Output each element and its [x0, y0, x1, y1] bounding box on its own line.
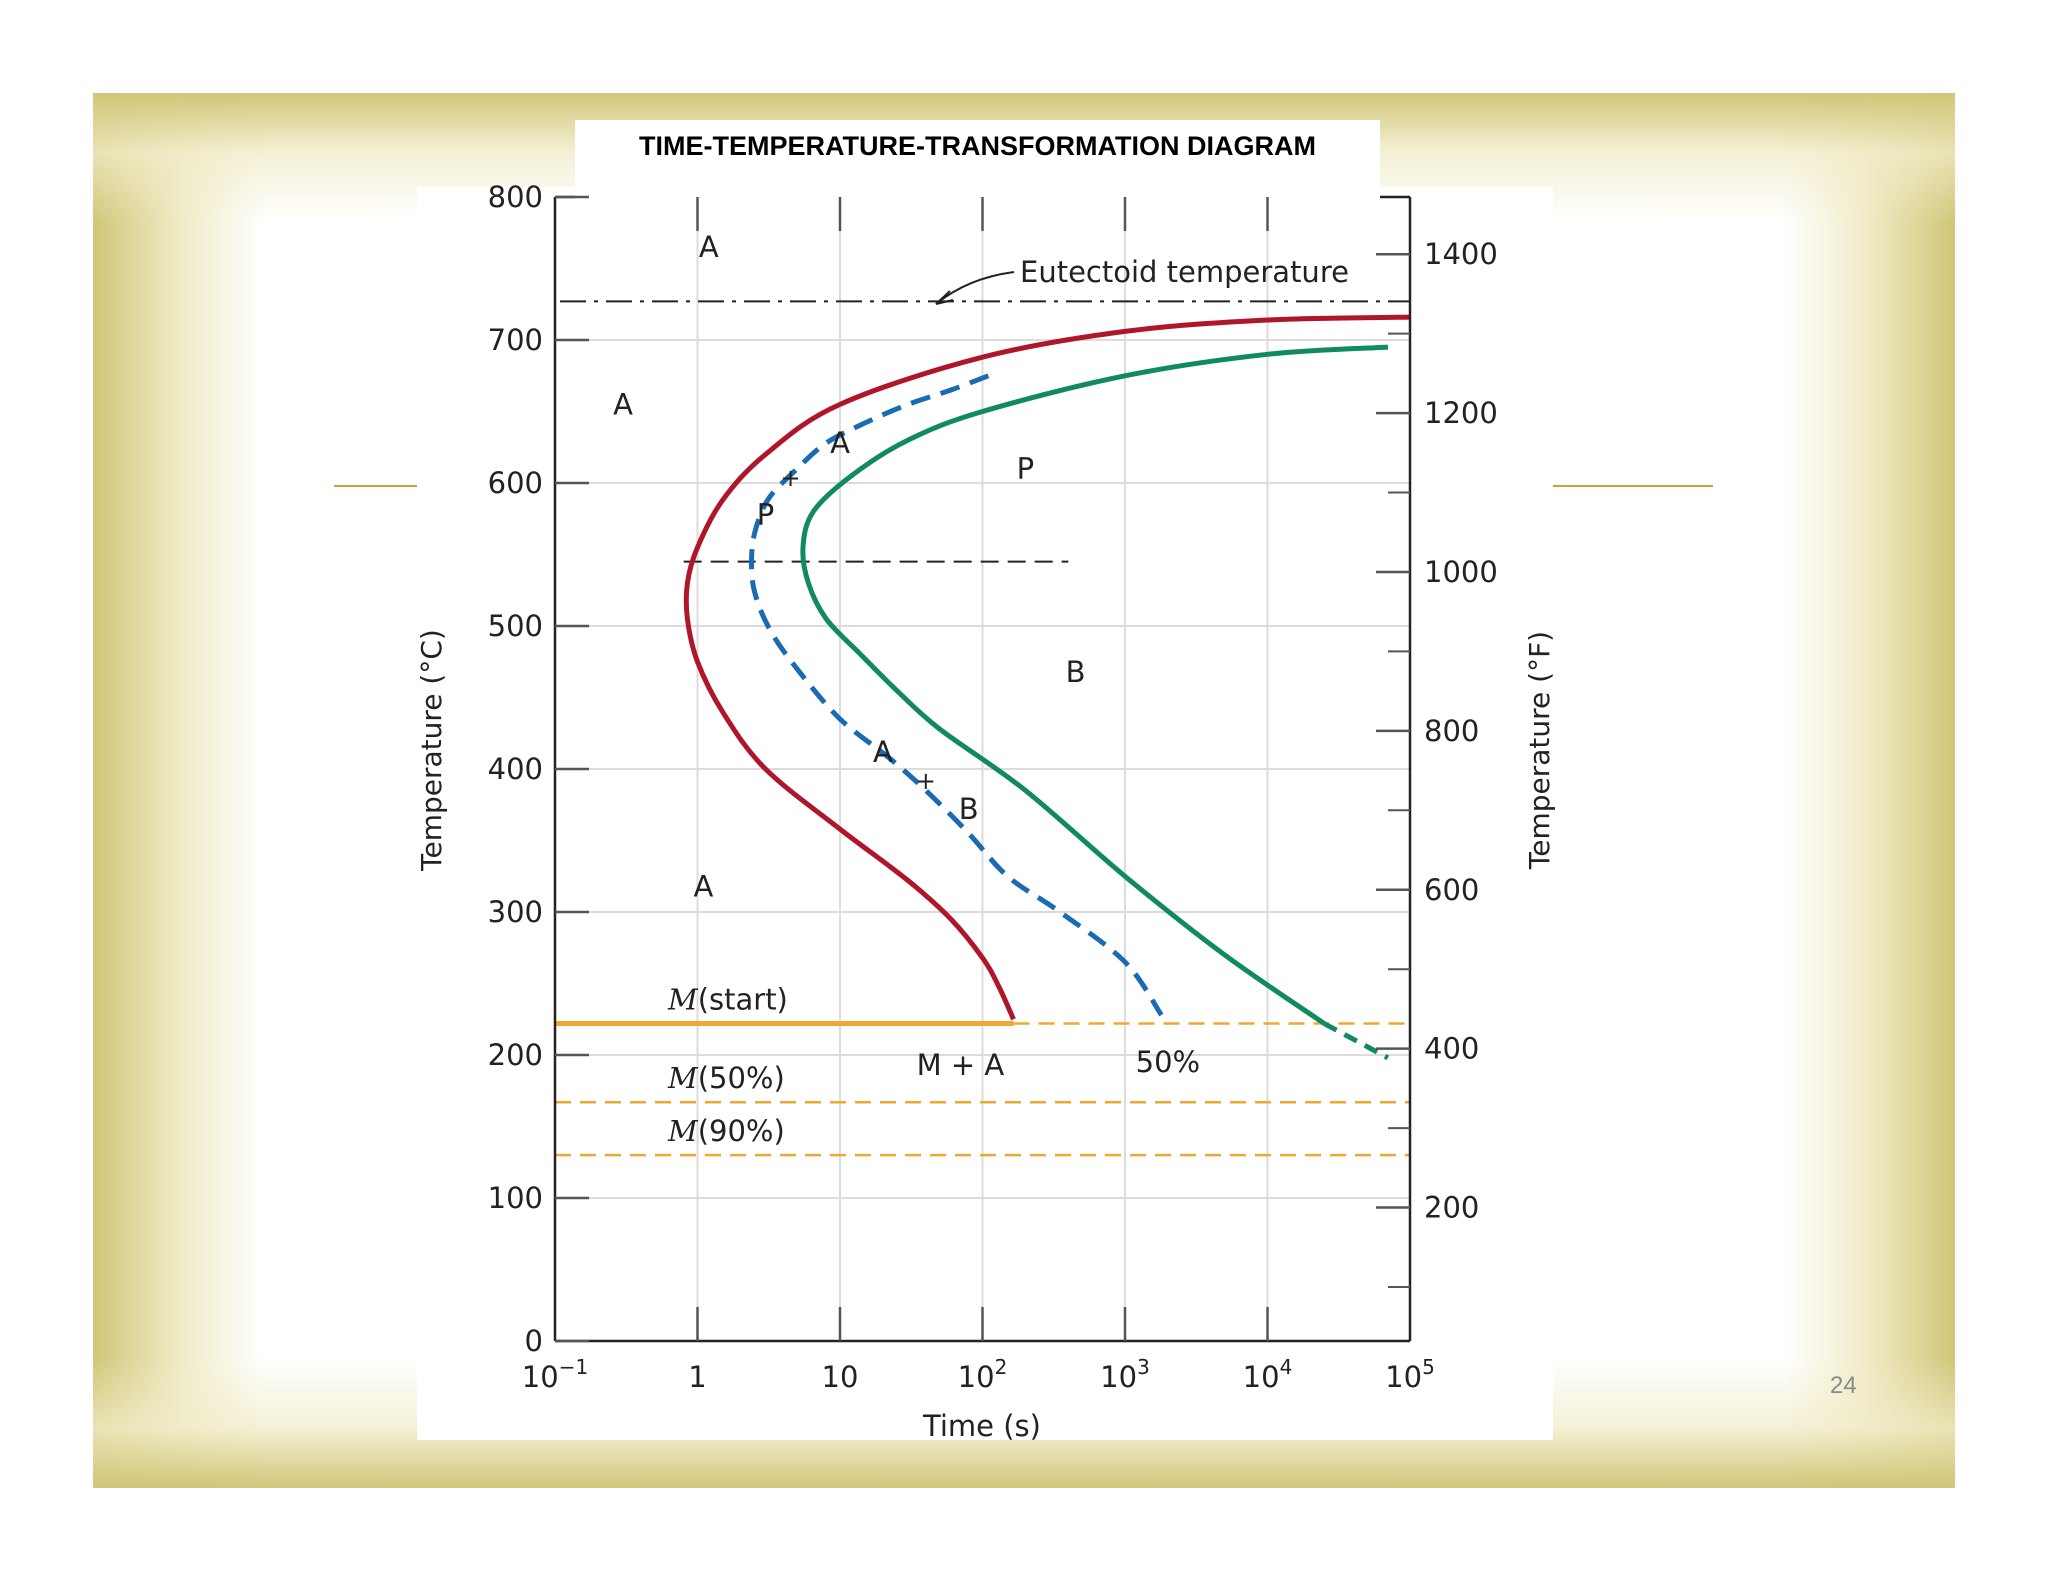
slide-number: 24	[1830, 1372, 1857, 1399]
curve-end-dashed-tail	[1323, 1021, 1390, 1061]
reference-lines	[555, 300, 1410, 1157]
x-tick-label: 105	[1385, 1355, 1435, 1394]
martensite-label-0: M(start)	[667, 983, 788, 1017]
y-tick-label: 600	[488, 466, 543, 500]
annotation: 50%	[1136, 1045, 1200, 1079]
x-tick-label: 104	[1243, 1355, 1293, 1394]
y2-tick-label: 200	[1424, 1191, 1479, 1225]
annotation: A	[873, 735, 893, 769]
annotation: P	[757, 497, 775, 531]
figure-panel	[417, 187, 1553, 1440]
eutectoid-label: Eutectoid temperature	[1020, 255, 1349, 289]
eutectoid-arrow	[935, 271, 1015, 305]
curve-start	[683, 314, 1411, 1021]
y-tick-label: 200	[488, 1038, 543, 1072]
x-tick-label: 10	[822, 1360, 859, 1394]
martensite-label-2: M(90%)	[667, 1114, 785, 1148]
x-tick-label: 103	[1100, 1355, 1150, 1394]
y-tick-label: 100	[488, 1181, 543, 1215]
y-tick-label: 800	[488, 180, 543, 214]
eutectoid-arrowhead	[935, 290, 954, 305]
martensite-label-1: M(50%)	[667, 1061, 785, 1095]
y-tick-label: 0	[525, 1324, 543, 1358]
annotation: A	[830, 426, 850, 460]
y2-tick-label: 1400	[1424, 237, 1498, 271]
y-tick-label: 500	[488, 609, 543, 643]
axes	[553, 195, 1412, 1343]
x-axis-title: Time (s)	[922, 1409, 1041, 1443]
y2-tick-label: 600	[1424, 873, 1479, 907]
grid	[555, 197, 1410, 1341]
x-tick-label: 102	[958, 1355, 1008, 1394]
annotation: B	[959, 792, 979, 826]
annotation: +	[916, 767, 936, 795]
y-tick-label: 400	[488, 752, 543, 786]
annotation: A	[693, 869, 713, 903]
x-tick-label: 10−1	[522, 1355, 588, 1394]
annotation: M + A	[917, 1048, 1005, 1082]
curve-end	[800, 344, 1389, 1026]
y2-tick-label: 1200	[1424, 396, 1498, 430]
y-tick-label: 300	[488, 895, 543, 929]
annotation: P	[1017, 452, 1035, 486]
y-tick-label: 700	[488, 323, 543, 357]
annotation: A	[699, 230, 719, 264]
y2-tick-label: 400	[1424, 1032, 1479, 1066]
x-tick-label: 1	[688, 1360, 706, 1394]
left-accent-rule	[334, 485, 418, 487]
annotation: B	[1066, 655, 1086, 689]
chart-labels: 0 100 200 300 400 500 600 700 800 200 400 600 800 100…	[415, 180, 1556, 1443]
y2-tick-label: 800	[1424, 714, 1479, 748]
chart-title: TIME-TEMPERATURE-TRANSFORMATION DIAGRAM	[575, 120, 1380, 188]
curve-half	[749, 373, 1164, 1017]
series-curves	[683, 314, 1411, 1061]
y-axis-title: Temperature (°C)	[415, 629, 448, 872]
right-accent-rule	[1553, 485, 1713, 487]
y2-tick-label: 1000	[1424, 555, 1498, 589]
annotation: +	[781, 464, 801, 492]
annotation: A	[613, 387, 633, 421]
y2-axis-title: Temperature (°F)	[1523, 631, 1556, 870]
